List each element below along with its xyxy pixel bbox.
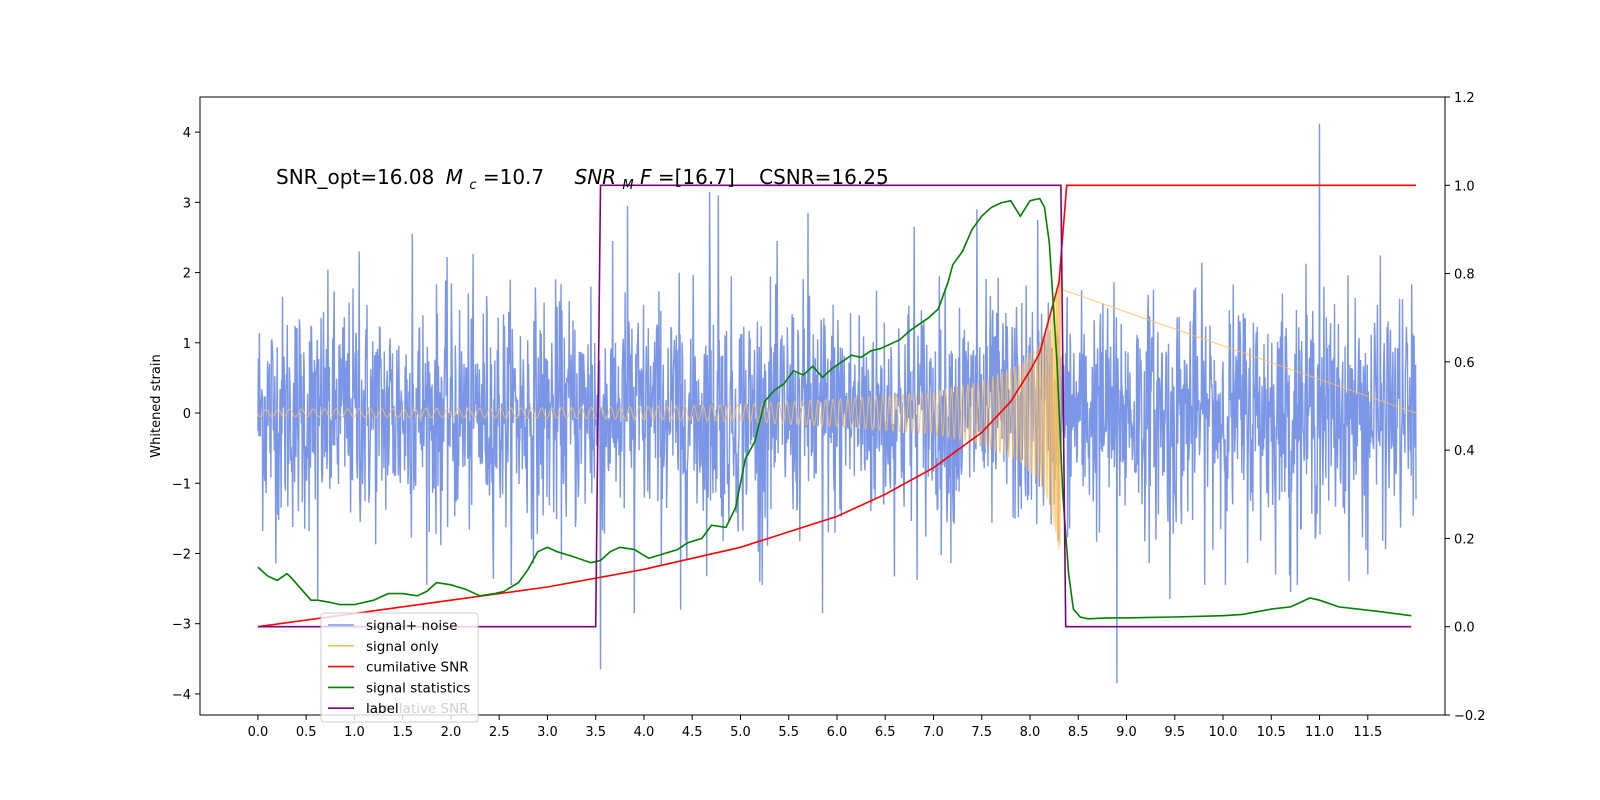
x-tick-label: 4.5 (682, 725, 703, 740)
x-tick-label: 9.5 (1164, 725, 1185, 740)
y2-tick-label: 0.0 (1454, 621, 1475, 636)
signal-plus-noise-line (257, 123, 1417, 684)
legend-label: signal statistics (366, 680, 470, 696)
label-line (257, 184, 1412, 628)
x-tick-label: 3.0 (537, 725, 558, 740)
x-tick-label: 11.0 (1305, 725, 1334, 740)
y-tick-label: 1 (183, 337, 191, 352)
y-tick-label: 4 (183, 126, 191, 141)
y-tick-label: 0 (183, 407, 191, 422)
legend-label: signal+ noise (366, 618, 457, 634)
y2-tick-label: 1.2 (1454, 91, 1475, 106)
mc-value: =10.7 (483, 165, 544, 189)
x-tick-label: 5.5 (778, 725, 799, 740)
x-tick-label: 8.0 (1020, 725, 1041, 740)
x-tick-label: 5.0 (730, 725, 751, 740)
y2-tick-label: 0.6 (1454, 356, 1475, 371)
y2-tick-label: 0.8 (1454, 268, 1475, 283)
x-tick-label: 2.5 (489, 725, 510, 740)
y2-tick-label: −0.2 (1454, 709, 1486, 724)
x-tick-label: 1.5 (392, 725, 413, 740)
y-tick-label: 3 (183, 196, 191, 211)
x-tick-label: 7.0 (923, 725, 944, 740)
signal-statistics-line (257, 197, 1412, 620)
x-tick-label: 0.5 (296, 725, 317, 740)
y-tick-label: −4 (172, 688, 191, 703)
y-tick-label: −3 (172, 618, 191, 633)
series-layer (257, 123, 1417, 684)
x-tick-label: 3.5 (585, 725, 606, 740)
cumulative-snr-line (257, 184, 1416, 628)
y-tick-label: 2 (183, 267, 191, 282)
csnr-text: CSNR=16.25 (759, 165, 889, 189)
legend-ghost-text: cumilative SNR (366, 701, 469, 717)
legend-label: label (366, 701, 399, 717)
x-tick-label: 6.5 (875, 725, 896, 740)
signal-only-line (257, 268, 1417, 550)
snr-mf-tail: F (640, 165, 652, 189)
x-tick-label: 0.0 (248, 725, 269, 740)
legend-label: signal only (366, 639, 439, 655)
legend-box (320, 612, 479, 723)
x-tick-label: 7.5 (971, 725, 992, 740)
snr-mf-symbol: SNR (575, 165, 617, 189)
x-tick-label: 9.0 (1116, 725, 1137, 740)
mc-symbol: M (446, 165, 463, 189)
stats-annotation: SNR_opt=16.08 M c =10.7 SNR M F =[16.7] … (276, 165, 889, 194)
mc-subscript: c (469, 178, 476, 193)
legend: cumilative SNR signal+ noise signal only cu… (320, 612, 479, 723)
x-tick-label: 1.0 (344, 725, 365, 740)
y2-tick-label: 0.4 (1454, 444, 1475, 459)
x-tick-label: 8.5 (1068, 725, 1089, 740)
x-tick-label: 6.0 (827, 725, 848, 740)
x-tick-label: 10.5 (1257, 725, 1286, 740)
x-tick-label: 4.0 (634, 725, 655, 740)
ticks-layer: 0.0 0.5 1.0 1.5 2.0 2.5 3.0 3.5 4.0 4.5 5.0 5.5 6.0 6… (172, 91, 1486, 740)
x-tick-label: 10.0 (1209, 725, 1238, 740)
y2-tick-label: 0.2 (1454, 532, 1475, 547)
y-tick-label: −2 (172, 547, 191, 562)
y2-tick-label: 1.0 (1454, 179, 1475, 194)
x-tick-label: 2.0 (441, 725, 462, 740)
snr-mf-subscript: M (622, 178, 633, 193)
plot-frame (199, 96, 1446, 716)
y-axis-label: Whitened strain (149, 354, 164, 457)
legend-label: cumilative SNR (366, 660, 469, 676)
y-tick-label: −1 (172, 477, 191, 492)
snr-opt-text: SNR_opt=16.08 (276, 165, 434, 189)
snr-mf-value: =[16.7] (658, 165, 735, 189)
x-tick-label: 11.5 (1353, 725, 1382, 740)
